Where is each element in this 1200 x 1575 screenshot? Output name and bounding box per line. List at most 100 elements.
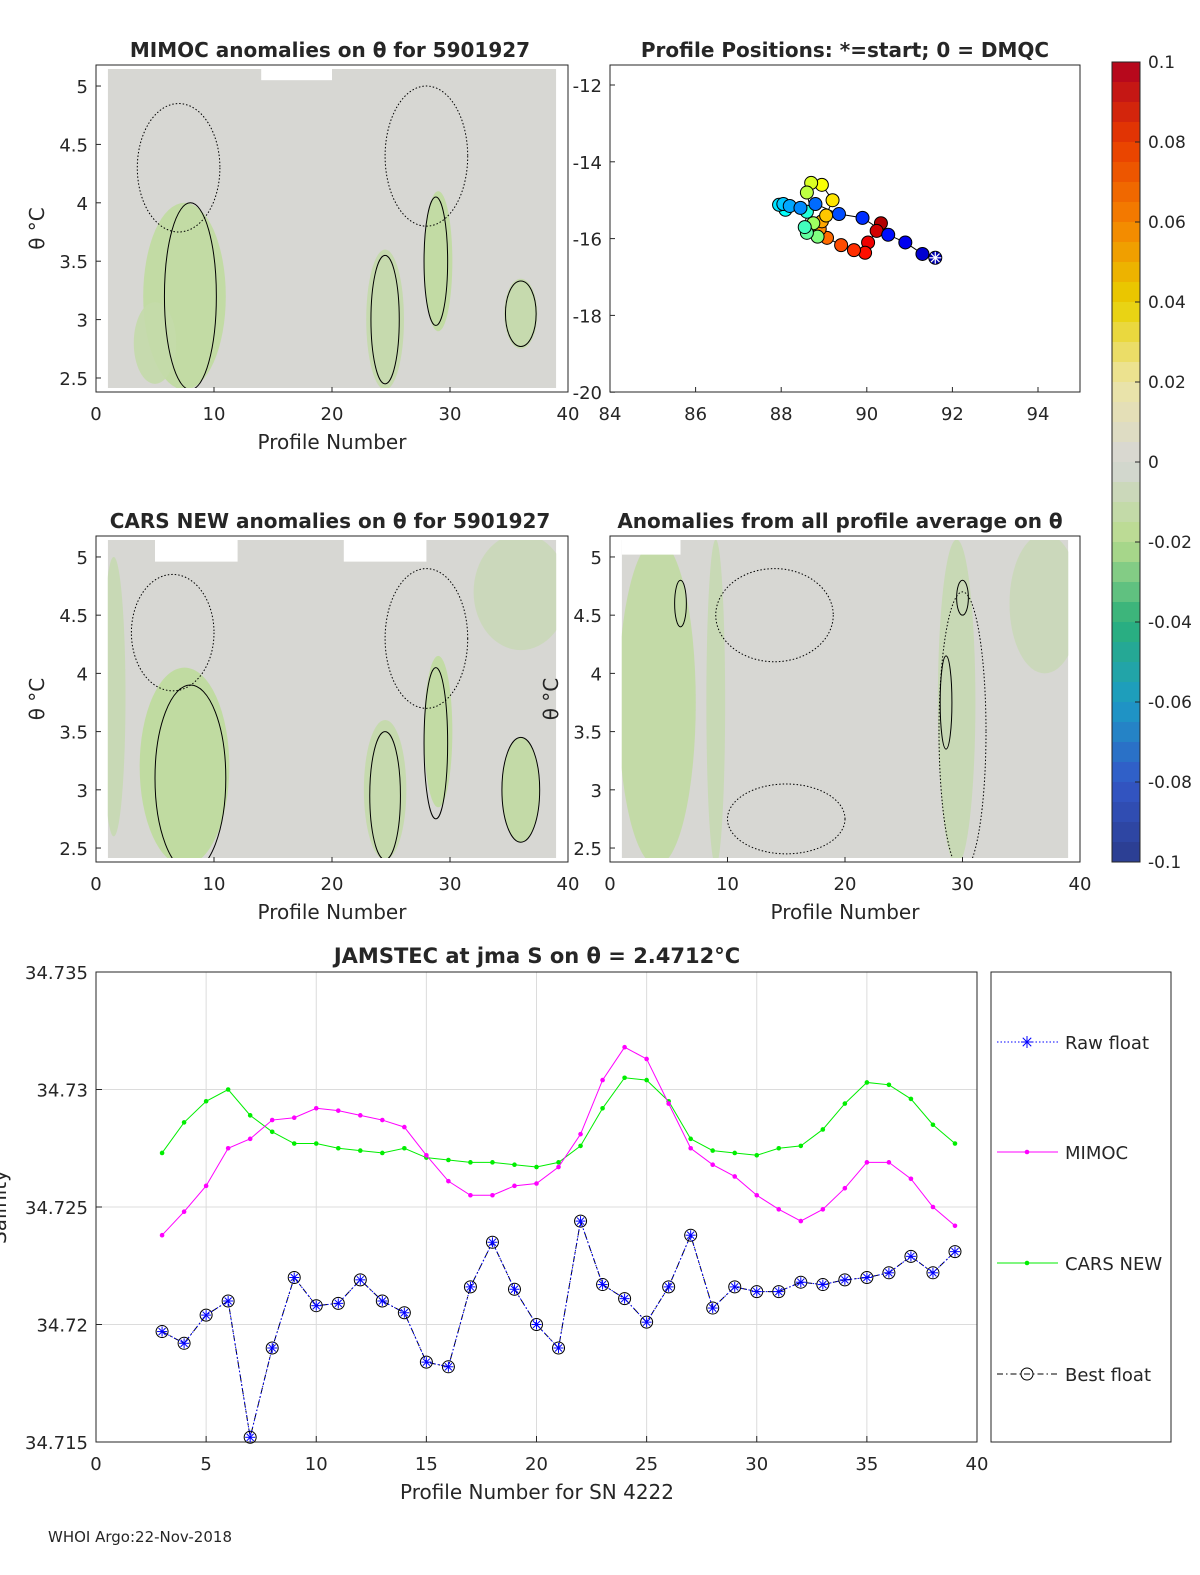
colorbar-swatch	[1112, 182, 1140, 203]
data-point	[886, 1082, 892, 1088]
data-point	[864, 1080, 870, 1085]
x-tick-label: 40	[557, 874, 580, 895]
contour-line	[501, 736, 541, 843]
data-point	[622, 1044, 627, 1050]
anomaly-region	[504, 278, 538, 349]
data-point	[225, 1087, 231, 1092]
y-tick-label: 34.73	[36, 1081, 88, 1102]
data-point	[732, 1174, 738, 1179]
series-mimoc	[159, 1044, 958, 1238]
data-point	[642, 1318, 651, 1327]
data-point	[578, 1131, 583, 1137]
contour-line	[938, 591, 987, 858]
data-point	[554, 1344, 563, 1352]
colorbar-swatch	[1112, 222, 1140, 243]
data-point	[752, 1287, 761, 1296]
data-point	[243, 1430, 257, 1444]
data-point	[202, 1311, 211, 1319]
y-tick-label: -20	[573, 383, 602, 404]
x-tick-label: 86	[684, 404, 707, 425]
x-axis-label: Profile Number for SN 4222	[400, 1480, 674, 1504]
data-point	[400, 1308, 409, 1317]
x-tick-label: 30	[439, 874, 462, 895]
colorbar-swatch	[1112, 662, 1140, 683]
y-tick-label: 3	[77, 311, 88, 332]
colorbar-tick-label: -0.04	[1148, 613, 1192, 633]
data-point	[556, 1164, 561, 1170]
x-tick-label: 88	[770, 404, 793, 425]
data-point	[265, 1341, 279, 1355]
data-point	[842, 1185, 848, 1191]
profile-position-marker	[825, 193, 840, 208]
data-point	[662, 1280, 676, 1294]
data-point	[159, 1232, 165, 1238]
data-point	[552, 1341, 566, 1355]
colorbar-swatch	[1112, 282, 1140, 303]
data-point	[247, 1113, 253, 1118]
x-tick-label: 20	[321, 404, 344, 425]
data-point	[180, 1339, 188, 1348]
data-point	[930, 1122, 936, 1128]
data-point	[708, 1304, 717, 1312]
profile-position-marker	[855, 210, 870, 225]
contour-line	[384, 568, 469, 709]
colorbar-swatch	[1112, 502, 1140, 523]
data-point	[710, 1162, 715, 1167]
y-tick-label: 5	[77, 77, 88, 98]
data-point	[574, 1214, 588, 1228]
x-tick-label: 20	[321, 874, 344, 895]
y-tick-label: 4.5	[59, 135, 88, 156]
data-point	[199, 1308, 213, 1322]
contour-line	[674, 579, 687, 628]
data-point	[313, 1141, 319, 1146]
data-point	[686, 1231, 695, 1240]
profile-position-marker	[869, 223, 884, 238]
data-point	[666, 1101, 671, 1106]
data-point	[598, 1280, 607, 1289]
colorbar-swatch	[1112, 102, 1140, 123]
x-tick-label: 30	[951, 874, 974, 895]
x-tick-label: 20	[834, 874, 857, 895]
series-line	[161, 1219, 956, 1438]
y-tick-label: 5	[77, 548, 88, 569]
contour-line	[370, 254, 400, 385]
colorbar-tick-label: -0.08	[1148, 773, 1192, 793]
x-tick-label: 15	[415, 1454, 438, 1475]
data-point	[926, 1266, 940, 1280]
y-tick-label: 2.5	[573, 839, 602, 860]
x-tick-label: 10	[716, 874, 739, 895]
data-point	[951, 1247, 959, 1256]
data-point	[463, 1280, 477, 1294]
legend-label: Raw float	[1065, 1033, 1149, 1054]
data-point	[353, 1273, 367, 1287]
profile-position-marker	[915, 246, 930, 261]
y-tick-label: -18	[573, 306, 602, 327]
missing-data	[343, 540, 427, 562]
y-tick-label: 3	[591, 781, 602, 802]
data-point	[247, 1136, 253, 1142]
profile-positions-panel: 84 86 88 90 92 94 -12 -14 -16 -18 -20 Profile Posit…	[573, 38, 1081, 425]
profile-position-marker	[834, 238, 849, 253]
x-tick-label: 20	[525, 1454, 548, 1475]
colorbar-swatch	[1112, 162, 1140, 183]
data-point	[312, 1301, 321, 1310]
panel-title: CARS NEW anomalies on θ for 5901927	[110, 509, 551, 533]
data-point	[864, 1160, 870, 1165]
data-point	[534, 1164, 539, 1170]
colorbar-swatch	[1112, 62, 1140, 83]
data-point	[446, 1178, 451, 1184]
y-tick-label: 2.5	[59, 369, 88, 390]
colorbar-swatch	[1112, 82, 1140, 103]
y-tick-label: 4.5	[59, 606, 88, 627]
data-point	[488, 1238, 497, 1247]
data-point	[754, 1192, 760, 1198]
x-tick-label: 5	[200, 1454, 211, 1475]
x-tick-label: 10	[305, 1454, 328, 1475]
data-point	[948, 1245, 962, 1259]
y-tick-label: 3	[77, 781, 88, 802]
anomaly-region	[501, 737, 540, 843]
y-tick-label: -16	[573, 230, 602, 251]
data-point	[838, 1273, 852, 1287]
anomaly-field	[107, 540, 557, 858]
profile-position-marker	[831, 207, 846, 222]
